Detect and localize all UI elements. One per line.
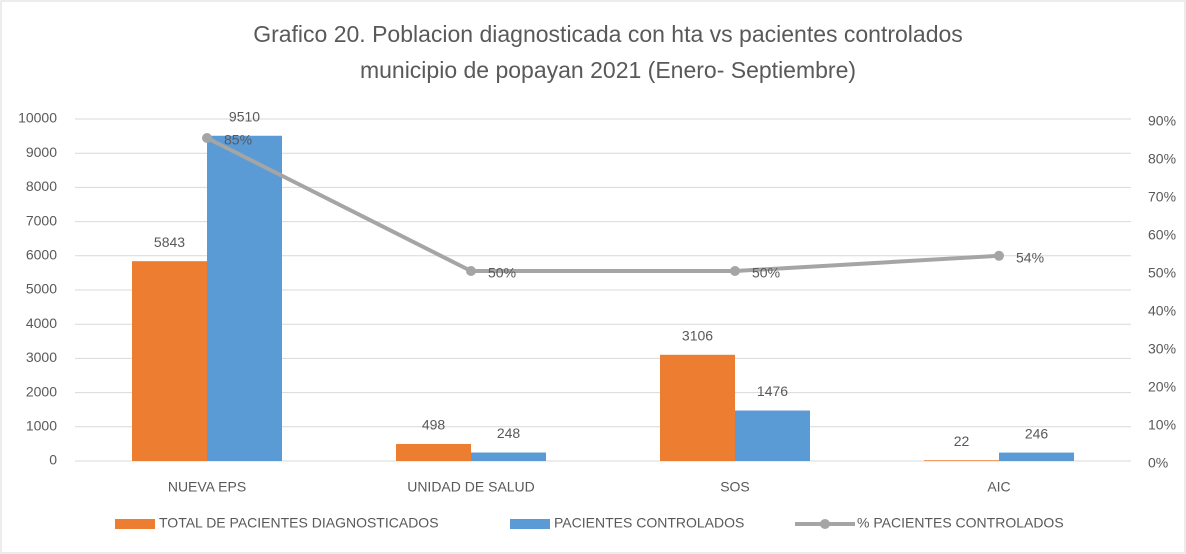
y-tick-label: 0 bbox=[49, 452, 57, 468]
data-label: 498 bbox=[422, 417, 446, 433]
data-label: 50% bbox=[752, 265, 780, 281]
line-marker bbox=[730, 266, 740, 276]
chart-title: municipio de popayan 2021 (Enero- Septie… bbox=[360, 57, 856, 83]
legend-label: PACIENTES CONTROLADOS bbox=[554, 515, 744, 531]
line-marker bbox=[994, 250, 1004, 261]
bar bbox=[471, 452, 546, 461]
y-tick-label: 6000 bbox=[26, 247, 57, 263]
line-marker bbox=[202, 133, 212, 143]
data-label: 22 bbox=[954, 433, 970, 449]
x-tick-label: UNIDAD DE SALUD bbox=[407, 479, 535, 495]
line bbox=[206, 136, 1000, 273]
data-label: 50% bbox=[488, 265, 516, 281]
data-label: 85% bbox=[224, 132, 252, 148]
legend-label: TOTAL DE PACIENTES DIAGNOSTICADOS bbox=[159, 515, 439, 531]
bar bbox=[924, 460, 999, 461]
x-tick-label: AIC bbox=[987, 479, 1010, 495]
legend-label: % PACIENTES CONTROLADOS bbox=[857, 515, 1064, 531]
legend-swatch bbox=[510, 519, 550, 529]
bar bbox=[396, 443, 471, 461]
y2-tick-label: 0% bbox=[1148, 455, 1168, 471]
legend-swatch bbox=[820, 519, 830, 529]
y-tick-label: 10000 bbox=[18, 110, 57, 126]
y-tick-label: 9000 bbox=[26, 144, 57, 160]
data-label: 248 bbox=[497, 425, 521, 441]
y2-tick-label: 60% bbox=[1148, 227, 1176, 243]
y2-tick-label: 70% bbox=[1148, 189, 1176, 205]
data-label: 5843 bbox=[154, 234, 185, 250]
y2-tick-label: 80% bbox=[1148, 151, 1176, 167]
bar bbox=[207, 135, 282, 461]
y-tick-label: 7000 bbox=[26, 212, 57, 228]
y-tick-label: 5000 bbox=[26, 281, 57, 297]
bar bbox=[132, 261, 207, 461]
y-tick-label: 2000 bbox=[26, 383, 57, 399]
line-marker bbox=[466, 266, 476, 276]
y-tick-label: 8000 bbox=[26, 178, 57, 194]
x-tick-label: SOS bbox=[720, 479, 750, 495]
chart-title: Grafico 20. Poblacion diagnosticada con … bbox=[253, 21, 963, 47]
data-label: 1476 bbox=[757, 383, 788, 399]
bar bbox=[660, 354, 735, 461]
y-tick-label: 1000 bbox=[26, 418, 57, 434]
legend-swatch bbox=[115, 519, 155, 529]
y2-tick-label: 10% bbox=[1148, 417, 1176, 433]
y2-tick-label: 90% bbox=[1148, 113, 1176, 129]
y2-tick-label: 40% bbox=[1148, 303, 1176, 319]
y-tick-label: 4000 bbox=[26, 315, 57, 331]
data-label: 3106 bbox=[682, 327, 713, 343]
x-tick-label: NUEVA EPS bbox=[168, 479, 246, 495]
y2-tick-label: 20% bbox=[1148, 379, 1176, 395]
y2-tick-label: 30% bbox=[1148, 341, 1176, 357]
data-label: 246 bbox=[1025, 425, 1049, 441]
bar bbox=[999, 452, 1074, 461]
data-label: 54% bbox=[1016, 250, 1044, 266]
y-tick-label: 3000 bbox=[26, 349, 57, 365]
bar bbox=[735, 410, 810, 461]
y2-tick-label: 50% bbox=[1148, 265, 1176, 281]
data-label: 9510 bbox=[229, 108, 260, 124]
